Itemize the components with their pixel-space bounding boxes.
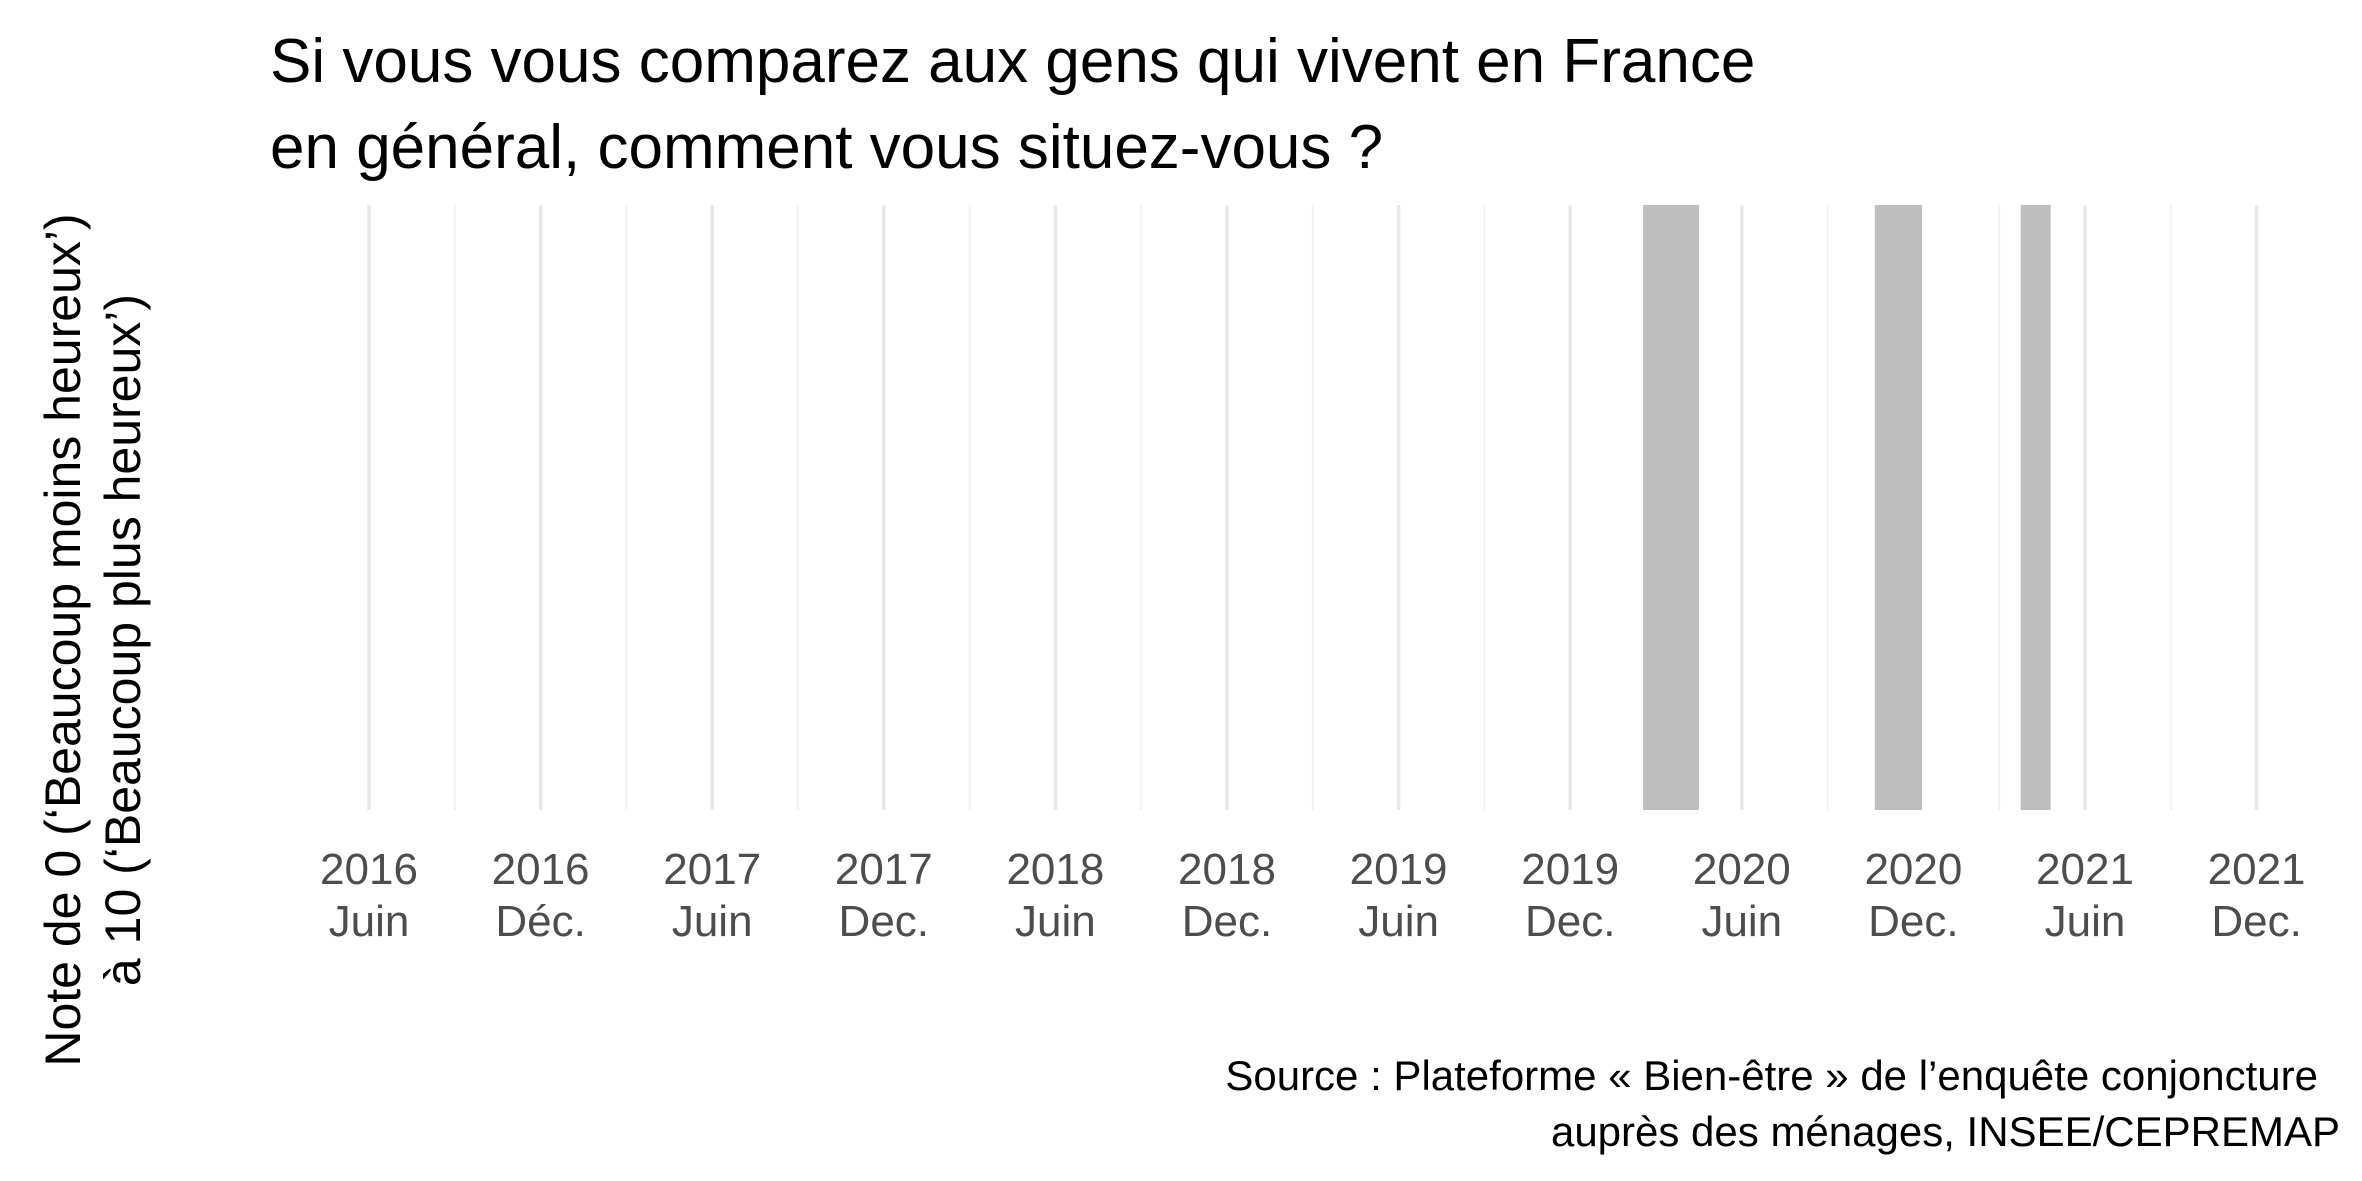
x-tick-year: 2021 xyxy=(2036,845,2134,894)
x-tick-label: Dec. xyxy=(839,897,929,946)
grid xyxy=(367,205,2259,810)
x-tick-label: Juin xyxy=(1015,897,1096,946)
shaded-period xyxy=(1874,205,1922,810)
y-axis-title-line-1: Note de 0 (‘Beaucoup moins heureux’) xyxy=(35,213,91,1066)
x-tick-label: Juin xyxy=(1701,897,1782,946)
x-tick-year: 2018 xyxy=(1178,845,1276,894)
x-tick-year: 2017 xyxy=(835,845,933,894)
x-tick-label: Déc. xyxy=(495,897,585,946)
x-tick-year: 2019 xyxy=(1521,845,1619,894)
x-tick-label: Juin xyxy=(2045,897,2126,946)
x-axis-ticks: 2016Juin2016Déc.2017Juin2017Dec.2018Juin… xyxy=(320,845,2305,946)
shaded-period xyxy=(2020,205,2051,810)
x-tick-year: 2021 xyxy=(2208,845,2306,894)
y-axis-title: Note de 0 (‘Beaucoup moins heureux’) à 1… xyxy=(35,213,151,1066)
source-note: Source : Plateforme « Bien-être » de l’e… xyxy=(1225,1052,2340,1155)
x-tick-label: Dec. xyxy=(1182,897,1272,946)
x-tick-year: 2020 xyxy=(1864,845,1962,894)
chart-title-line-1: Si vous vous comparez aux gens qui viven… xyxy=(270,27,1755,96)
x-tick-year: 2017 xyxy=(663,845,761,894)
x-tick-year: 2016 xyxy=(492,845,590,894)
shaded-period xyxy=(1643,205,1699,810)
chart-title: Si vous vous comparez aux gens qui viven… xyxy=(270,27,1755,182)
x-tick-year: 2020 xyxy=(1693,845,1791,894)
y-axis-title-line-2: à 10 (‘Beaucoup plus heureux’) xyxy=(95,294,151,986)
chart-title-line-2: en général, comment vous situez-vous ? xyxy=(270,113,1383,182)
source-line-1: Source : Plateforme « Bien-être » de l’e… xyxy=(1225,1052,2318,1099)
x-tick-label: Dec. xyxy=(1868,897,1958,946)
x-tick-year: 2016 xyxy=(320,845,418,894)
x-tick-label: Juin xyxy=(672,897,753,946)
shaded-periods xyxy=(1643,205,2051,810)
source-line-2: auprès des ménages, INSEE/CEPREMAP xyxy=(1551,1108,2340,1155)
x-tick-year: 2018 xyxy=(1006,845,1104,894)
x-tick-label: Dec. xyxy=(1525,897,1615,946)
x-tick-label: Dec. xyxy=(2211,897,2301,946)
x-tick-label: Juin xyxy=(1358,897,1439,946)
x-tick-year: 2019 xyxy=(1350,845,1448,894)
x-tick-label: Juin xyxy=(329,897,410,946)
